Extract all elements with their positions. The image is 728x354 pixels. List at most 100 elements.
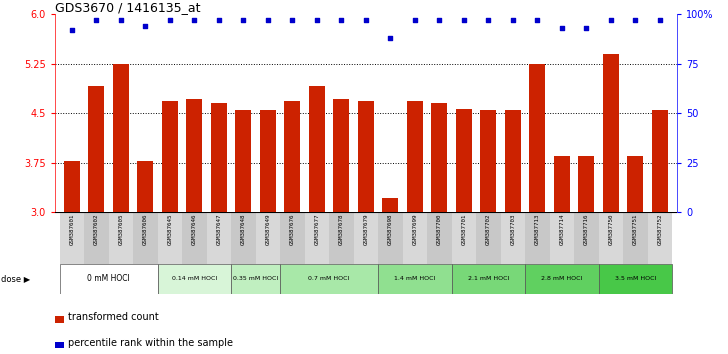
Bar [480, 110, 496, 212]
Text: GDS3670 / 1416135_at: GDS3670 / 1416135_at [55, 1, 200, 14]
Text: 0.7 mM HOCl: 0.7 mM HOCl [309, 276, 349, 281]
Bar [309, 86, 325, 212]
Text: 0.35 mM HOCl: 0.35 mM HOCl [233, 276, 278, 281]
Bar [108, 212, 133, 264]
Text: GSM387701: GSM387701 [462, 214, 467, 245]
Bar [623, 212, 648, 264]
Text: GSM387605: GSM387605 [118, 214, 123, 245]
Bar [628, 156, 644, 212]
Bar [554, 156, 570, 212]
Text: GSM387645: GSM387645 [167, 214, 173, 245]
Bar [598, 212, 623, 264]
Text: GSM387677: GSM387677 [314, 214, 320, 245]
Text: transformed count: transformed count [68, 312, 159, 322]
Bar [598, 264, 672, 294]
Bar [88, 86, 104, 212]
Text: GSM387678: GSM387678 [339, 214, 344, 245]
Text: GSM387679: GSM387679 [363, 214, 368, 245]
Bar [456, 109, 472, 212]
Bar [648, 212, 672, 264]
Bar [60, 264, 157, 294]
Text: GSM387601: GSM387601 [69, 214, 74, 245]
Point [384, 35, 396, 41]
Bar [329, 212, 354, 264]
Bar [235, 110, 251, 212]
Bar [354, 212, 378, 264]
Point [262, 17, 274, 23]
Point [409, 17, 421, 23]
Text: GSM387703: GSM387703 [510, 214, 515, 245]
Bar [157, 212, 182, 264]
Bar [550, 212, 574, 264]
Bar [280, 212, 304, 264]
Bar [280, 264, 378, 294]
Text: GSM387646: GSM387646 [191, 214, 197, 245]
Bar [529, 64, 545, 212]
Bar [382, 198, 398, 212]
Bar [451, 264, 525, 294]
Bar [55, 342, 64, 348]
Point [213, 17, 225, 23]
Text: GSM387702: GSM387702 [486, 214, 491, 245]
Text: dose ▶: dose ▶ [1, 274, 31, 283]
Bar [378, 264, 451, 294]
Point [630, 17, 641, 23]
Text: 0.14 mM HOCl: 0.14 mM HOCl [172, 276, 217, 281]
Bar [476, 212, 501, 264]
Point [531, 17, 543, 23]
Text: 3.5 mM HOCl: 3.5 mM HOCl [614, 276, 656, 281]
Bar [60, 212, 84, 264]
Text: GSM387698: GSM387698 [388, 214, 393, 245]
Bar [407, 101, 423, 212]
Bar [525, 212, 550, 264]
Bar [113, 64, 129, 212]
Bar [427, 212, 451, 264]
Point [433, 17, 445, 23]
Text: GSM387647: GSM387647 [216, 214, 221, 245]
Bar [133, 212, 157, 264]
Point [311, 17, 323, 23]
Text: 1.4 mM HOCl: 1.4 mM HOCl [394, 276, 435, 281]
Bar [574, 212, 598, 264]
Point [336, 17, 347, 23]
Bar [432, 103, 447, 212]
Bar [579, 156, 594, 212]
Bar [207, 212, 231, 264]
Point [66, 27, 78, 33]
Bar [501, 212, 525, 264]
Point [287, 17, 298, 23]
Bar [603, 54, 619, 212]
Bar [211, 103, 226, 212]
Point [507, 17, 518, 23]
Text: GSM387714: GSM387714 [559, 214, 564, 245]
Bar [157, 264, 231, 294]
Bar [505, 110, 521, 212]
Text: 2.1 mM HOCl: 2.1 mM HOCl [467, 276, 509, 281]
Point [237, 17, 249, 23]
Point [605, 17, 617, 23]
Bar [652, 110, 668, 212]
Text: GSM387699: GSM387699 [412, 214, 417, 245]
Bar [451, 212, 476, 264]
Point [360, 17, 372, 23]
Bar [333, 99, 349, 212]
Point [189, 17, 200, 23]
Point [556, 25, 568, 31]
Text: GSM387648: GSM387648 [241, 214, 246, 245]
Bar [84, 212, 108, 264]
Bar [186, 99, 202, 212]
Bar [64, 161, 80, 212]
Point [458, 17, 470, 23]
Bar [304, 212, 329, 264]
Bar [182, 212, 207, 264]
Point [140, 23, 151, 29]
Text: 2.8 mM HOCl: 2.8 mM HOCl [541, 276, 582, 281]
Bar [231, 264, 280, 294]
Bar [231, 212, 256, 264]
Text: GSM387649: GSM387649 [265, 214, 270, 245]
Bar [403, 212, 427, 264]
Text: GSM387751: GSM387751 [633, 214, 638, 245]
Text: GSM387716: GSM387716 [584, 214, 589, 245]
Text: 0 mM HOCl: 0 mM HOCl [87, 274, 130, 283]
Bar [55, 316, 64, 323]
